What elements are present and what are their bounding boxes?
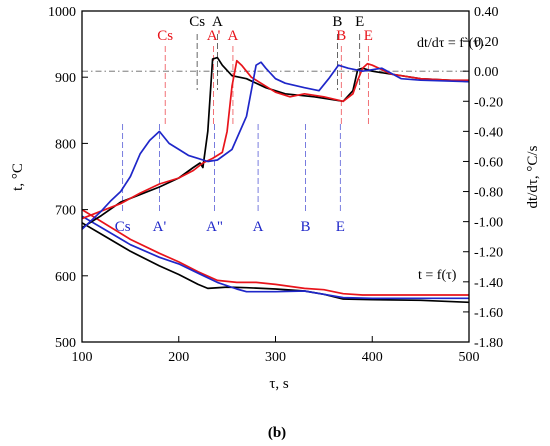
marker-label: E [355, 14, 364, 30]
marker-label: Cs [115, 219, 131, 235]
left-axis-label: t, °C [10, 163, 26, 191]
x-tick-label: 200 [168, 350, 189, 365]
marker-label: B [336, 28, 346, 44]
marker-label: Cs [157, 28, 173, 44]
temperature-line-blue [81, 215, 469, 300]
x-tick-label: 400 [362, 350, 383, 365]
left-tick-label: 900 [55, 71, 76, 86]
marker-label: A [253, 219, 264, 235]
right-axis-ticks: -1.80 -1.60 -1.40 -1.20 -1.00 -0.80 -0.60 -0.40… [463, 5, 503, 351]
x-tick-label: 500 [459, 350, 480, 365]
derivative-line-black [81, 56, 470, 229]
left-tick-label: 1000 [48, 5, 76, 20]
x-axis-label: τ, s [269, 376, 289, 392]
right-axis-label: dt/dτ, °C/s [525, 145, 541, 208]
derivative-line-red [81, 59, 469, 220]
left-tick-label: 500 [55, 336, 76, 351]
right-tick-label: 0.00 [474, 65, 499, 80]
derivative-curve-label: dt/dτ = f`(τ) [417, 36, 484, 51]
marker-label: Cs [189, 14, 205, 30]
temperature-line-red [81, 208, 469, 296]
x-tick-label: 300 [265, 350, 286, 365]
right-tick-label: -1.80 [474, 336, 503, 351]
marker-label: E [336, 219, 345, 235]
left-axis-ticks: 500 600 700 800 900 1000 [48, 5, 88, 351]
left-tick-label: 700 [55, 204, 76, 219]
marker-label: A" [206, 219, 223, 235]
temperature-line-black [81, 222, 470, 304]
series-layer [81, 56, 470, 304]
right-tick-label: -0.60 [474, 155, 503, 170]
figure-caption: (b) [268, 425, 286, 441]
right-tick-label: -1.60 [474, 306, 503, 321]
x-axis-ticks: 100 200 300 400 500 [72, 336, 480, 365]
x-tick-label: 100 [72, 350, 93, 365]
left-tick-label: 800 [55, 137, 76, 152]
marker-label: B [300, 219, 310, 235]
marker-label: A' [153, 219, 167, 235]
derivative-line-blue [81, 61, 470, 230]
marker-label: B [332, 14, 342, 30]
right-tick-label: -1.00 [474, 216, 503, 231]
right-tick-label: -0.40 [474, 125, 503, 140]
right-tick-label: -1.40 [474, 276, 503, 291]
marker-label: A' [207, 28, 221, 44]
marker-label: A [212, 14, 223, 30]
right-tick-label: 0.20 [474, 35, 499, 50]
right-tick-label: -0.20 [474, 95, 503, 110]
right-tick-label: -0.80 [474, 186, 503, 201]
marker-lines-layer [122, 34, 369, 214]
right-tick-label: -1.20 [474, 246, 503, 261]
marker-label: A [228, 28, 239, 44]
marker-labels-layer: Cs A B ECs A' A B ECs A' A" A B E [115, 14, 373, 235]
marker-label: E [364, 28, 373, 44]
temperature-curve-label: t = f(τ) [418, 268, 457, 283]
right-tick-label: 0.40 [474, 5, 499, 20]
left-tick-label: 600 [55, 270, 76, 285]
